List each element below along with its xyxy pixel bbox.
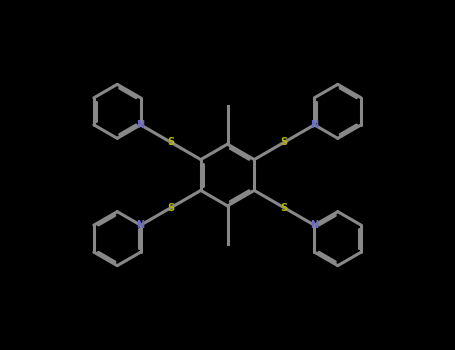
Text: N: N — [136, 120, 145, 130]
Text: N: N — [310, 120, 318, 130]
Text: S: S — [281, 137, 288, 147]
Text: S: S — [281, 203, 288, 213]
Text: S: S — [167, 137, 174, 147]
Text: S: S — [167, 203, 174, 213]
Text: N: N — [136, 220, 145, 230]
Text: N: N — [310, 220, 318, 230]
